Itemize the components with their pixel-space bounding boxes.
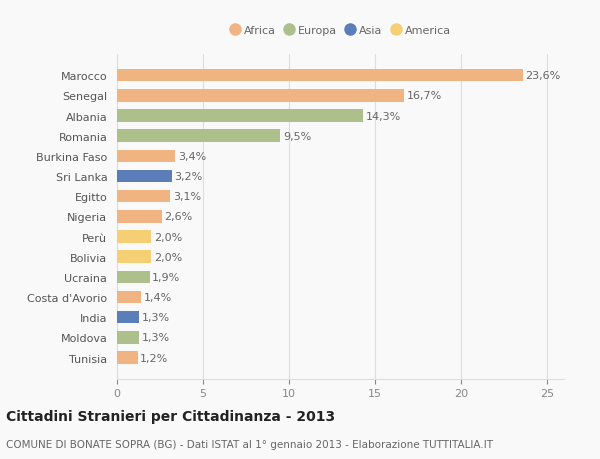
Text: 1,3%: 1,3% [142, 313, 170, 323]
Bar [117, 331, 139, 344]
Text: 1,9%: 1,9% [152, 272, 181, 282]
Text: 9,5%: 9,5% [283, 131, 311, 141]
Bar [117, 211, 162, 223]
Bar [117, 311, 139, 324]
Bar [117, 251, 151, 263]
Bar [117, 271, 149, 284]
Text: 2,0%: 2,0% [154, 232, 182, 242]
Text: 3,1%: 3,1% [173, 192, 201, 202]
Bar [117, 70, 523, 82]
Bar [117, 150, 175, 163]
Text: 16,7%: 16,7% [407, 91, 442, 101]
Bar [117, 130, 280, 143]
Text: 2,6%: 2,6% [164, 212, 193, 222]
Bar [117, 352, 137, 364]
Text: 3,4%: 3,4% [178, 151, 206, 162]
Text: 1,4%: 1,4% [143, 292, 172, 302]
Legend: Africa, Europa, Asia, America: Africa, Europa, Asia, America [226, 22, 455, 41]
Text: 1,2%: 1,2% [140, 353, 169, 363]
Text: 3,2%: 3,2% [175, 172, 203, 182]
Bar [117, 90, 404, 102]
Text: Cittadini Stranieri per Cittadinanza - 2013: Cittadini Stranieri per Cittadinanza - 2… [6, 409, 335, 423]
Text: 2,0%: 2,0% [154, 252, 182, 262]
Bar [117, 190, 170, 203]
Bar [117, 110, 363, 123]
Bar [117, 231, 151, 243]
Bar [117, 170, 172, 183]
Bar [117, 291, 141, 303]
Text: 14,3%: 14,3% [365, 111, 401, 121]
Text: 23,6%: 23,6% [526, 71, 560, 81]
Text: 1,3%: 1,3% [142, 333, 170, 342]
Text: COMUNE DI BONATE SOPRA (BG) - Dati ISTAT al 1° gennaio 2013 - Elaborazione TUTTI: COMUNE DI BONATE SOPRA (BG) - Dati ISTAT… [6, 440, 493, 449]
